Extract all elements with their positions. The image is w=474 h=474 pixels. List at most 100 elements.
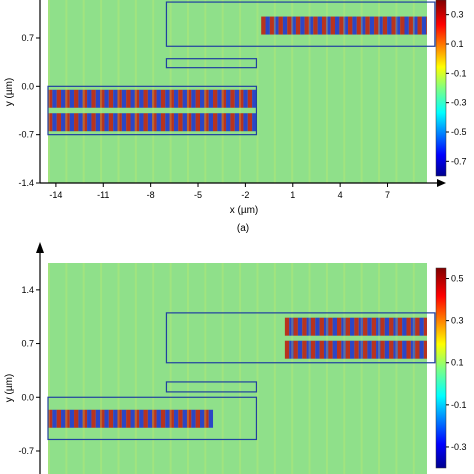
field-ripple <box>117 263 120 474</box>
colorbar-b <box>435 267 447 469</box>
field-red-lobe <box>134 409 140 428</box>
field-blue-lobe <box>393 317 398 336</box>
x-ticks-a: -14 -11 -8 -5 -2 1 4 7 <box>49 183 390 200</box>
y-tick-label: 0.7 <box>21 339 34 349</box>
field-red-lobe <box>408 16 414 35</box>
plot-area-b <box>48 263 427 474</box>
field-red-lobe <box>143 113 148 132</box>
field-blue-lobe <box>387 16 392 35</box>
field-red-lobe <box>415 340 420 359</box>
field-blue-lobe <box>326 16 331 35</box>
field-red-lobe <box>304 16 309 35</box>
field-blue-lobe <box>376 340 381 359</box>
field-ripple <box>239 263 242 474</box>
field-red-lobe <box>319 340 324 359</box>
field-blue-lobe <box>52 113 57 132</box>
field-ripple <box>48 263 50 474</box>
field-blue-lobe <box>234 113 240 132</box>
field-blue-lobe <box>199 113 205 132</box>
field-ripple <box>152 263 155 474</box>
field-blue-lobe <box>121 89 127 108</box>
field-red-lobe <box>371 317 377 336</box>
field-red-lobe <box>195 89 200 108</box>
field-red-lobe <box>336 317 342 336</box>
field-red-lobe <box>261 16 266 35</box>
field-blue-lobe <box>384 317 390 336</box>
field-red-lobe <box>204 89 209 108</box>
field-ripple <box>273 0 276 183</box>
field-ripple <box>378 0 381 183</box>
y-tick-label: 0.0 <box>21 392 34 402</box>
field-ripple <box>186 263 189 474</box>
field-red-lobe <box>406 317 411 336</box>
field-ripple <box>325 263 328 474</box>
field-red-lobe <box>169 409 174 428</box>
field-blue-lobe <box>95 409 101 428</box>
field-blue-lobe <box>332 340 337 359</box>
field-blue-lobe <box>87 89 92 108</box>
field-red-lobe <box>345 340 351 359</box>
field-red-lobe <box>56 409 62 428</box>
field-blue-lobe <box>341 340 346 359</box>
field-red-lobe <box>160 113 166 132</box>
field-blue-lobe <box>191 89 196 108</box>
field-ripple <box>100 0 103 183</box>
field-red-lobe <box>371 340 377 359</box>
field-red-lobe <box>134 113 140 132</box>
waveguide-outlines-b <box>47 312 436 441</box>
field-red-lobe <box>391 16 396 35</box>
field-red-lobe <box>221 89 227 108</box>
field-blue-lobe <box>147 89 153 108</box>
colorbar-tick-label: -0.1 <box>451 400 467 410</box>
field-blue-lobe <box>104 89 109 108</box>
field-blue-lobe <box>182 89 187 108</box>
field-red-lobe <box>380 317 385 336</box>
panel-b: 1.4 0.7 0.0 -0.7 y (µm) 0.5 0.3 0.1 -0.1 -0.3 <box>4 242 467 474</box>
field-blue-lobe <box>358 340 364 359</box>
field-blue-lobe <box>165 409 170 428</box>
field-ripple <box>343 0 346 183</box>
field-blue-lobe <box>173 409 179 428</box>
field-blue-lobe <box>121 113 127 132</box>
field-red-lobe <box>48 409 53 428</box>
field-blue-lobe <box>419 317 424 336</box>
field-blue-lobe <box>410 317 416 336</box>
field-red-lobe <box>417 16 422 35</box>
y-tick-label: -0.7 <box>18 130 34 140</box>
field-blue-lobe <box>69 409 75 428</box>
field-blue-lobe <box>335 16 340 35</box>
field-blue-lobe <box>315 317 320 336</box>
field-red-lobe <box>100 409 105 428</box>
field-blue-lobe <box>217 89 222 108</box>
field-red-lobe <box>295 16 301 35</box>
colorbar-tick-label: -0.1 <box>451 68 467 78</box>
colorbar-tick-label: 0.5 <box>451 274 464 284</box>
field-blue-lobe <box>282 16 288 35</box>
field-blue-lobe <box>87 113 92 132</box>
field-red-lobe <box>186 113 192 132</box>
field-ripple <box>48 0 50 183</box>
x-tick-label: -11 <box>97 190 109 200</box>
field-ripple <box>82 263 85 474</box>
field-blue-lobe <box>52 409 57 428</box>
field-red-lobe <box>160 89 166 108</box>
field-blue-lobe <box>252 113 257 132</box>
colorbar-tick-label: 0.1 <box>451 358 464 368</box>
field-blue-lobe <box>252 89 257 108</box>
field-blue-lobe <box>130 89 135 108</box>
field-red-lobe <box>213 113 218 132</box>
field-red-lobe <box>239 89 244 108</box>
field-red-lobe <box>56 113 62 132</box>
field-red-lobe <box>363 340 368 359</box>
field-red-lobe <box>117 89 122 108</box>
field-red-lobe <box>356 16 362 35</box>
field-blue-lobe <box>308 16 314 35</box>
field-blue-lobe <box>95 113 101 132</box>
field-blue-lobe <box>428 341 432 359</box>
field-blue-lobe <box>343 16 349 35</box>
colorbar-tick-label: -0.3 <box>451 442 467 452</box>
field-blue-lobe <box>61 409 66 428</box>
field-red-lobe <box>108 409 114 428</box>
field-blue-lobe <box>421 16 427 35</box>
field-red-lobe <box>108 113 114 132</box>
